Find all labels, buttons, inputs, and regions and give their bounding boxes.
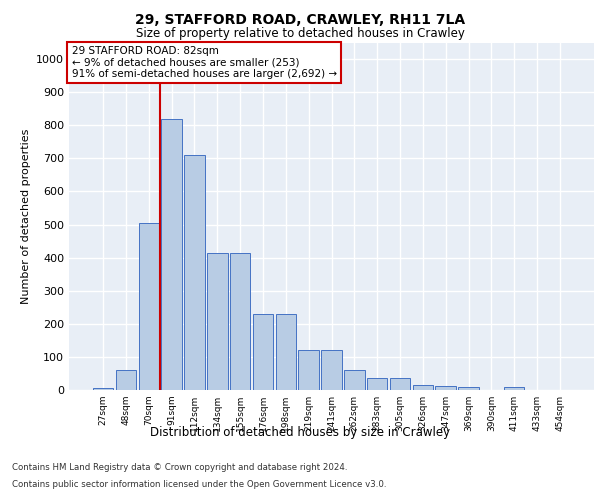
Y-axis label: Number of detached properties: Number of detached properties xyxy=(20,128,31,304)
Bar xyxy=(207,252,227,390)
Bar xyxy=(504,388,524,390)
Bar xyxy=(321,350,342,390)
Bar xyxy=(390,378,410,390)
Text: 29, STAFFORD ROAD, CRAWLEY, RH11 7LA: 29, STAFFORD ROAD, CRAWLEY, RH11 7LA xyxy=(135,12,465,26)
Bar xyxy=(344,370,365,390)
Text: Distribution of detached houses by size in Crawley: Distribution of detached houses by size … xyxy=(150,426,450,439)
Bar xyxy=(413,385,433,390)
Text: Contains HM Land Registry data © Crown copyright and database right 2024.: Contains HM Land Registry data © Crown c… xyxy=(12,464,347,472)
Bar xyxy=(298,350,319,390)
Text: 29 STAFFORD ROAD: 82sqm
← 9% of detached houses are smaller (253)
91% of semi-de: 29 STAFFORD ROAD: 82sqm ← 9% of detached… xyxy=(71,46,337,79)
Bar xyxy=(184,155,205,390)
Text: Contains public sector information licensed under the Open Government Licence v3: Contains public sector information licen… xyxy=(12,480,386,489)
Bar xyxy=(116,370,136,390)
Bar xyxy=(275,314,296,390)
Bar xyxy=(161,118,182,390)
Bar xyxy=(253,314,273,390)
Bar xyxy=(436,386,456,390)
Bar xyxy=(230,252,250,390)
Bar xyxy=(93,388,113,390)
Text: Size of property relative to detached houses in Crawley: Size of property relative to detached ho… xyxy=(136,28,464,40)
Bar xyxy=(367,378,388,390)
Bar xyxy=(139,223,159,390)
Bar xyxy=(458,388,479,390)
